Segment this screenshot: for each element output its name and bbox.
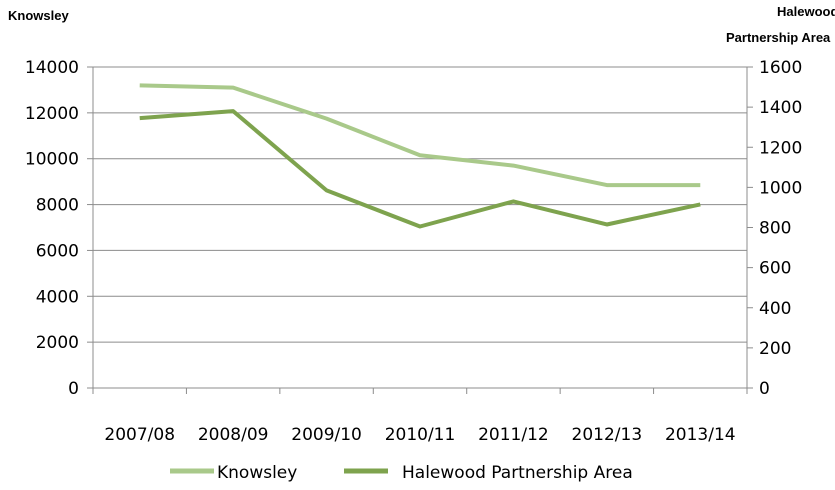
right-tick-label: 600 <box>759 259 791 279</box>
legend: Knowsley Halewood Partnership Area <box>170 463 633 483</box>
left-tick-label: 14000 <box>25 58 79 78</box>
legend-label-1: Halewood Partnership Area <box>402 463 633 483</box>
gridlines <box>93 66 747 343</box>
right-tick-label: 400 <box>759 299 791 319</box>
left-axis-title: Knowsley <box>8 8 69 23</box>
x-tick-label: 2010/11 <box>385 425 456 445</box>
x-tick-label: 2013/14 <box>665 425 736 445</box>
right-tick-label: 1000 <box>759 178 802 198</box>
right-tick-label: 800 <box>759 219 791 239</box>
right-axis-title-line-1: Halewood <box>777 4 835 19</box>
series-lines <box>139 83 701 229</box>
legend-label-0: Knowsley <box>217 463 297 483</box>
left-tick-label: 2000 <box>36 333 79 353</box>
x-tick-label: 2012/13 <box>572 425 643 445</box>
left-axis-ticks: 0 2000 4000 6000 8000 10000 12000 14000 <box>25 58 93 399</box>
x-tick-label: 2009/10 <box>291 425 362 445</box>
right-tick-label: 0 <box>759 379 770 399</box>
left-tick-label: 0 <box>68 379 79 399</box>
left-tick-label: 12000 <box>25 104 79 124</box>
x-tick-label: 2011/12 <box>478 425 549 445</box>
right-tick-label: 200 <box>759 339 791 359</box>
series-line-0 <box>139 83 701 188</box>
right-tick-label: 1200 <box>759 138 802 158</box>
left-tick-label: 10000 <box>25 150 79 170</box>
x-axis-ticks: 2007/08 2008/09 2009/10 2010/11 2011/12 2012/… <box>92 388 748 445</box>
x-tick-label: 2008/09 <box>198 425 269 445</box>
series-line-1 <box>139 109 701 229</box>
left-tick-label: 8000 <box>36 196 79 216</box>
right-tick-label: 1600 <box>759 58 802 78</box>
left-tick-label: 6000 <box>36 241 79 261</box>
x-tick-label: 2007/08 <box>104 425 175 445</box>
right-axis-ticks: 0 200 400 600 800 1000 1200 1400 1600 <box>747 58 802 399</box>
right-tick-label: 1400 <box>759 98 802 118</box>
left-tick-label: 4000 <box>36 287 79 307</box>
right-axis-title-line-2: Partnership Area <box>726 30 831 45</box>
